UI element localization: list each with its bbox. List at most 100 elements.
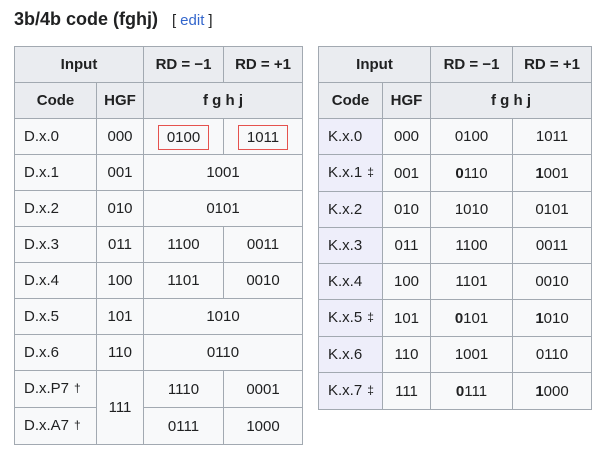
value-cell: 1101 (430, 263, 513, 300)
value-cell: 0111 (143, 407, 224, 445)
tables-container: Input RD = −1 RD = +1 Code HGF f g h j D.x.0 00… (14, 46, 600, 445)
code-cell: K.x.4 (318, 263, 383, 300)
header-rd-minus1: RD = −1 (143, 46, 224, 83)
table-row: K.x.4 100 1101 0010 (318, 263, 592, 300)
header-code: Code (318, 82, 383, 119)
table-row: K.x.1 ‡ 001 0110 1001 (318, 154, 592, 192)
highlight-box: 1011 (237, 124, 289, 150)
table-row: D.x.6 110 0110 (14, 334, 303, 371)
value-cell: 1101 (143, 262, 224, 299)
edit-bracket-open: [ (172, 12, 177, 29)
code-cell: K.x.7 ‡ (318, 372, 383, 410)
value-cell: 1100 (430, 227, 513, 264)
value-cell: 000 (96, 118, 144, 155)
header-fghj: f g h j (143, 82, 303, 119)
value-cell: 001 (382, 154, 431, 192)
header-rd-plus1: RD = +1 (223, 46, 303, 83)
section-title: 3b/4b code (fghj) (14, 9, 158, 29)
value-cell: 0101 (430, 299, 513, 337)
table-row: D.x.2 010 0101 (14, 190, 303, 227)
d-code-table-mount: Input RD = −1 RD = +1 Code HGF f g h j D.x.0 00… (14, 46, 303, 445)
value-cell: 101 (382, 299, 431, 337)
table-row: D.x.P7 † 111 1110 0001 (14, 370, 303, 445)
value-cell: 0011 (223, 226, 303, 263)
table-row: D.x.A7 † 0111 1000 (14, 407, 303, 445)
header-hgf: HGF (96, 82, 144, 119)
table-row: D.x.1 001 1001 (14, 154, 303, 191)
code-cell: D.x.4 (14, 262, 97, 299)
code-cell: D.x.P7 † (14, 370, 97, 408)
header-rd-plus1: RD = +1 (512, 46, 592, 83)
value-cell: 0010 (223, 262, 303, 299)
value-cell: 0011 (512, 227, 592, 264)
value-cell: 1000 (223, 407, 303, 445)
value-cell: 111 (382, 372, 431, 410)
value-cell: 0110 (512, 336, 592, 373)
value-cell: 0010 (512, 263, 592, 300)
value-cell: 0101 (143, 190, 303, 227)
code-cell: K.x.0 (318, 118, 383, 155)
header-fghj: f g h j (430, 82, 592, 119)
value-cell: 010 (382, 191, 431, 228)
header-input: Input (14, 46, 144, 83)
code-cell: K.x.1 ‡ (318, 154, 383, 192)
value-cell: 1000 (512, 372, 592, 410)
value-cell: 101 (96, 298, 144, 335)
value-cell: 1010 (430, 191, 513, 228)
dagger-mark: † (74, 418, 81, 432)
code-cell: D.x.5 (14, 298, 97, 335)
k-code-table: Input RD = −1 RD = +1 Code HGF f g h j K.x.0 00… (318, 46, 592, 410)
value-cell: 110 (382, 336, 431, 373)
value-cell: 100 (382, 263, 431, 300)
edit-link[interactable]: [edit] (172, 12, 213, 29)
table-row: K.x.0 000 0100 1011 (318, 118, 592, 155)
d-code-table: Input RD = −1 RD = +1 Code HGF f g h j D.x.0 00… (14, 46, 303, 445)
value-cell: 0100 (143, 118, 224, 155)
dagger-mark: ‡ (367, 383, 374, 397)
value-cell: 0111 (430, 372, 513, 410)
value-cell: 1110 (143, 370, 224, 408)
value-cell: 0001 (223, 370, 303, 408)
value-cell: 010 (96, 190, 144, 227)
value-cell: 011 (96, 226, 144, 263)
value-cell: 1001 (430, 336, 513, 373)
dagger-mark: ‡ (367, 310, 374, 324)
code-cell: D.x.2 (14, 190, 97, 227)
value-cell: 011 (382, 227, 431, 264)
value-cell: 111 (96, 370, 144, 445)
value-cell: 1010 (512, 299, 592, 337)
value-cell: 100 (96, 262, 144, 299)
code-cell: D.x.1 (14, 154, 97, 191)
value-cell: 001 (96, 154, 144, 191)
table-row: K.x.3 011 1100 0011 (318, 227, 592, 264)
header-code: Code (14, 82, 97, 119)
table-row: K.x.2 010 1010 0101 (318, 191, 592, 228)
code-cell: K.x.6 (318, 336, 383, 373)
code-cell: D.x.6 (14, 334, 97, 371)
value-cell: 000 (382, 118, 431, 155)
table-row: K.x.6 110 1001 0110 (318, 336, 592, 373)
table-row: K.x.5 ‡ 101 0101 1010 (318, 299, 592, 337)
code-cell: K.x.3 (318, 227, 383, 264)
value-cell: 1011 (223, 118, 303, 155)
k-code-table-mount: Input RD = −1 RD = +1 Code HGF f g h j K.x.0 00… (318, 46, 592, 410)
header-rd-minus1: RD = −1 (430, 46, 513, 83)
edit-bracket-close: ] (208, 12, 213, 29)
table-row: D.x.0 000 0100 1011 (14, 118, 303, 155)
value-cell: 1011 (512, 118, 592, 155)
value-cell: 1010 (143, 298, 303, 335)
dagger-mark: † (74, 381, 81, 395)
value-cell: 0110 (143, 334, 303, 371)
value-cell: 0110 (430, 154, 513, 192)
value-cell: 0101 (512, 191, 592, 228)
value-cell: 110 (96, 334, 144, 371)
table-row: D.x.3 011 1100 0011 (14, 226, 303, 263)
edit-link-label[interactable]: edit (180, 12, 205, 29)
code-cell: D.x.0 (14, 118, 97, 155)
code-cell: K.x.2 (318, 191, 383, 228)
value-cell: 1001 (143, 154, 303, 191)
code-cell: D.x.3 (14, 226, 97, 263)
dagger-mark: ‡ (367, 165, 374, 179)
header-input: Input (318, 46, 431, 83)
